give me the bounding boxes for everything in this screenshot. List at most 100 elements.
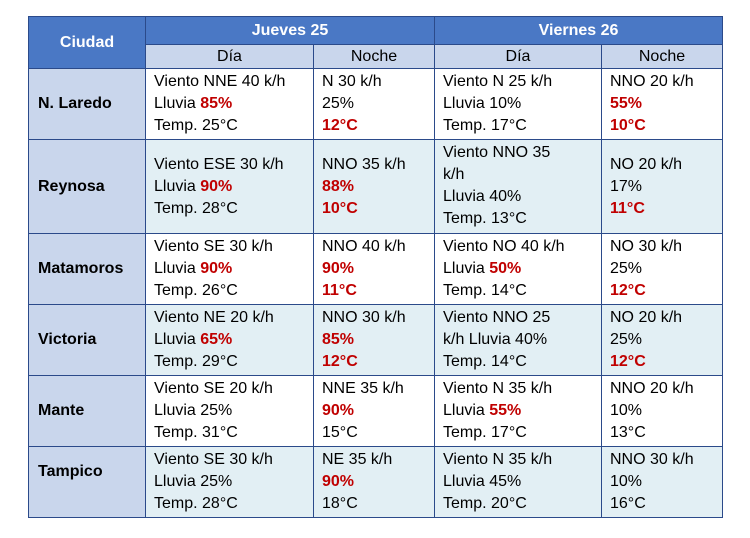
temp-text: Temp. 31°C bbox=[154, 424, 238, 441]
temp-value: 11°C bbox=[322, 282, 357, 299]
temp-value: 18°C bbox=[322, 495, 358, 512]
header-dia-1: Día bbox=[145, 44, 314, 69]
wind-text: Viento NNO 35 bbox=[443, 144, 551, 161]
rain-value: 90% bbox=[200, 177, 233, 195]
temp-value: 10°C bbox=[322, 199, 358, 217]
wind-text: N 30 k/h bbox=[322, 73, 382, 90]
city-name: Tampico bbox=[28, 446, 146, 518]
wind-text: NE 35 k/h bbox=[322, 451, 393, 468]
temp-value: 16°C bbox=[610, 495, 646, 512]
wind-text: NO 20 k/h bbox=[610, 309, 683, 326]
wind-text: Viento NNO 25 bbox=[443, 309, 551, 326]
rain-value: 85% bbox=[200, 95, 233, 112]
day1-noche-cell: NNO 35 k/h 88% 10°C bbox=[313, 139, 435, 234]
wind-text: NNO 20 k/h bbox=[610, 73, 694, 90]
rain-value: 55% bbox=[489, 402, 522, 419]
day1-noche-cell: NNO 40 k/h 90% 11°C bbox=[313, 233, 435, 305]
rain-value: 90% bbox=[322, 402, 355, 419]
day2-dia-cell: Viento N 25 k/h Lluvia 10% Temp. 17°C bbox=[434, 68, 602, 140]
wind-text: NNO 30 k/h bbox=[610, 451, 694, 468]
day2-noche-cell: NO 20 k/h 17% 11°C bbox=[601, 139, 723, 234]
header-noche-2: Noche bbox=[601, 44, 723, 69]
header-noche-1: Noche bbox=[313, 44, 435, 69]
day2-noche-cell: NO 30 k/h 25% 12°C bbox=[601, 233, 723, 305]
day1-dia-cell: Viento NE 20 k/h Lluvia 65% Temp. 29°C bbox=[145, 304, 314, 376]
temp-text: Temp. 20°C bbox=[443, 495, 527, 512]
temp-text: Temp. 14°C bbox=[443, 353, 527, 370]
day1-dia-cell: Viento SE 30 k/h Lluvia 25% Temp. 28°C bbox=[145, 446, 314, 518]
day2-noche-cell: NNO 20 k/h 10% 13°C bbox=[601, 375, 723, 447]
rain-text: k/h Lluvia 40% bbox=[443, 331, 548, 348]
header-dia-2: Día bbox=[434, 44, 602, 69]
day2-dia-cell: Viento NNO 25 k/h Lluvia 40% Temp. 14°C bbox=[434, 304, 602, 376]
day2-dia-cell: Viento N 35 k/h Lluvia 55% Temp. 17°C bbox=[434, 375, 602, 447]
day2-dia-cell: Viento N 35 k/h Lluvia 45% Temp. 20°C bbox=[434, 446, 602, 518]
wind-text: Viento N 35 k/h bbox=[443, 451, 553, 468]
table-row: Victoria Viento NE 20 k/h Lluvia 65% Tem… bbox=[28, 304, 723, 376]
wind-text: Viento N 25 k/h bbox=[443, 73, 553, 90]
rain-label: Lluvia bbox=[154, 331, 201, 348]
rain-value: 25% bbox=[610, 331, 643, 348]
city-name: Matamoros bbox=[28, 233, 146, 305]
wind-text: Viento SE 30 k/h bbox=[154, 451, 273, 468]
rain-value: 65% bbox=[200, 331, 233, 348]
day2-dia-cell: Viento NO 40 k/h Lluvia 50% Temp. 14°C bbox=[434, 233, 602, 305]
header-day-1: Jueves 25 bbox=[145, 16, 435, 45]
rain-value: 25% bbox=[610, 260, 643, 277]
table-row: Mante Viento SE 20 k/h Lluvia 25% Temp. … bbox=[28, 375, 723, 447]
forecast-table-wrapper: Ciudad Jueves 25 Viernes 26 Día Noche Dí… bbox=[28, 16, 723, 518]
wind-text: Viento NO 40 k/h bbox=[443, 238, 565, 255]
day2-dia-cell: Viento NNO 35 k/h Lluvia 40% Temp. 13°C bbox=[434, 139, 602, 234]
wind-text: Viento NNE 40 k/h bbox=[154, 73, 286, 90]
rain-value: 90% bbox=[200, 260, 233, 277]
rain-value: 10% bbox=[610, 473, 643, 490]
day1-dia-cell: Viento SE 30 k/h Lluvia 90% Temp. 26°C bbox=[145, 233, 314, 305]
temp-text: Temp. 17°C bbox=[443, 424, 527, 441]
wind-text: Viento NE 20 k/h bbox=[154, 309, 274, 326]
rain-value: 17% bbox=[610, 177, 643, 195]
temp-text: Temp. 14°C bbox=[443, 282, 527, 299]
rain-label: Lluvia bbox=[154, 260, 201, 277]
wind-text: NNE 35 k/h bbox=[322, 380, 404, 397]
city-name: N. Laredo bbox=[28, 68, 146, 140]
wind-text: NO 20 k/h bbox=[610, 155, 683, 173]
temp-value: 12°C bbox=[322, 117, 358, 134]
day1-dia-cell: Viento ESE 30 k/h Lluvia 90% Temp. 28°C bbox=[145, 139, 314, 234]
day1-dia-cell: Viento NNE 40 k/h Lluvia 85% Temp. 25°C bbox=[145, 68, 314, 140]
wind-text: Viento SE 20 k/h bbox=[154, 380, 273, 397]
day2-noche-cell: NO 20 k/h 25% 12°C bbox=[601, 304, 723, 376]
table-row: Tampico Viento SE 30 k/h Lluvia 25% Temp… bbox=[28, 446, 723, 518]
wind-text: NNO 40 k/h bbox=[322, 238, 406, 255]
wind-text: Viento SE 30 k/h bbox=[154, 238, 273, 255]
rain-value: 88% bbox=[322, 177, 355, 195]
day1-dia-cell: Viento SE 20 k/h Lluvia 25% Temp. 31°C bbox=[145, 375, 314, 447]
temp-text: Temp. 29°C bbox=[154, 353, 238, 370]
rain-value: 10% bbox=[610, 402, 643, 419]
temp-value: 12°C bbox=[610, 353, 646, 370]
temp-text: Temp. 17°C bbox=[443, 117, 527, 134]
temp-value: 12°C bbox=[610, 282, 646, 299]
table-row: Matamoros Viento SE 30 k/h Lluvia 90% Te… bbox=[28, 233, 723, 305]
rain-label: Lluvia bbox=[154, 95, 201, 112]
rain-text: Lluvia 40% bbox=[443, 188, 522, 205]
temp-value: 13°C bbox=[610, 424, 646, 441]
city-name: Mante bbox=[28, 375, 146, 447]
table-row: Reynosa Viento ESE 30 k/h Lluvia 90% Tem… bbox=[28, 139, 723, 234]
wind-text: Viento ESE 30 k/h bbox=[154, 155, 284, 173]
day1-noche-cell: NNO 30 k/h 85% 12°C bbox=[313, 304, 435, 376]
temp-text: Temp. 28°C bbox=[154, 199, 238, 217]
city-name: Victoria bbox=[28, 304, 146, 376]
rain-text: Lluvia 45% bbox=[443, 473, 522, 490]
wind-text: NNO 30 k/h bbox=[322, 309, 406, 326]
temp-text: Temp. 26°C bbox=[154, 282, 238, 299]
wind-text: NNO 20 k/h bbox=[610, 380, 694, 397]
wind-text: Viento N 35 k/h bbox=[443, 380, 553, 397]
day1-noche-cell: N 30 k/h 25% 12°C bbox=[313, 68, 435, 140]
rain-label: Lluvia bbox=[154, 177, 201, 195]
rain-label: Lluvia bbox=[443, 402, 490, 419]
rain-value: 25% bbox=[322, 95, 355, 112]
header-day-2: Viernes 26 bbox=[434, 16, 723, 45]
day1-noche-cell: NNE 35 k/h 90% 15°C bbox=[313, 375, 435, 447]
day2-noche-cell: NNO 30 k/h 10% 16°C bbox=[601, 446, 723, 518]
rain-value: 90% bbox=[322, 260, 355, 277]
